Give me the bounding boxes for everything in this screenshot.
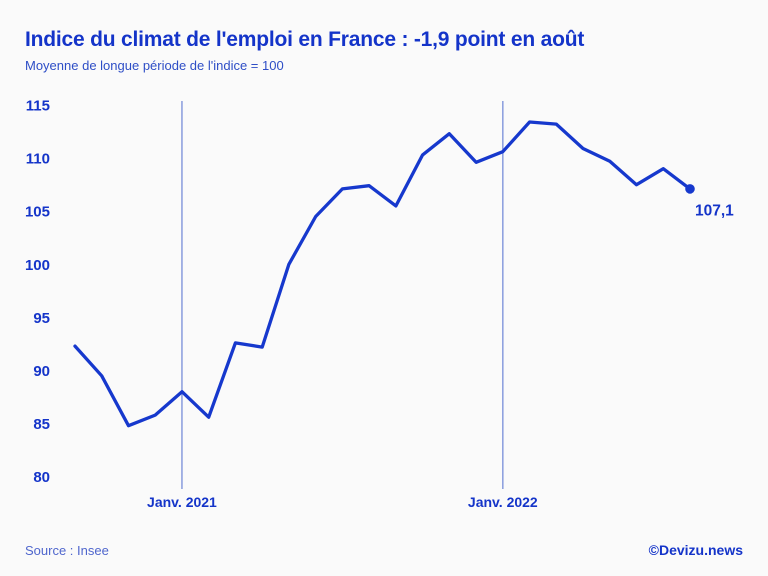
y-tick-90: 90 [33, 363, 50, 380]
end-point-marker [685, 184, 695, 194]
y-tick-110: 110 [26, 151, 50, 168]
end-value-label: 107,1 [695, 202, 734, 219]
brand-label: ©Devizu.news [648, 542, 743, 558]
x-axis-label-1: Janv. 2022 [468, 494, 538, 510]
page-subtitle: Moyenne de longue période de l'indice = … [25, 58, 284, 73]
source-label: Source : Insee [25, 543, 109, 558]
y-tick-80: 80 [33, 469, 50, 486]
y-tick-115: 115 [26, 98, 50, 115]
page-title: Indice du climat de l'emploi en France :… [25, 28, 585, 51]
index-line [73, 120, 692, 428]
y-tick-100: 100 [25, 257, 50, 274]
y-tick-105: 105 [25, 204, 50, 221]
y-tick-85: 85 [33, 416, 50, 433]
x-axis-label-0: Janv. 2021 [147, 494, 217, 510]
y-tick-95: 95 [33, 310, 50, 327]
